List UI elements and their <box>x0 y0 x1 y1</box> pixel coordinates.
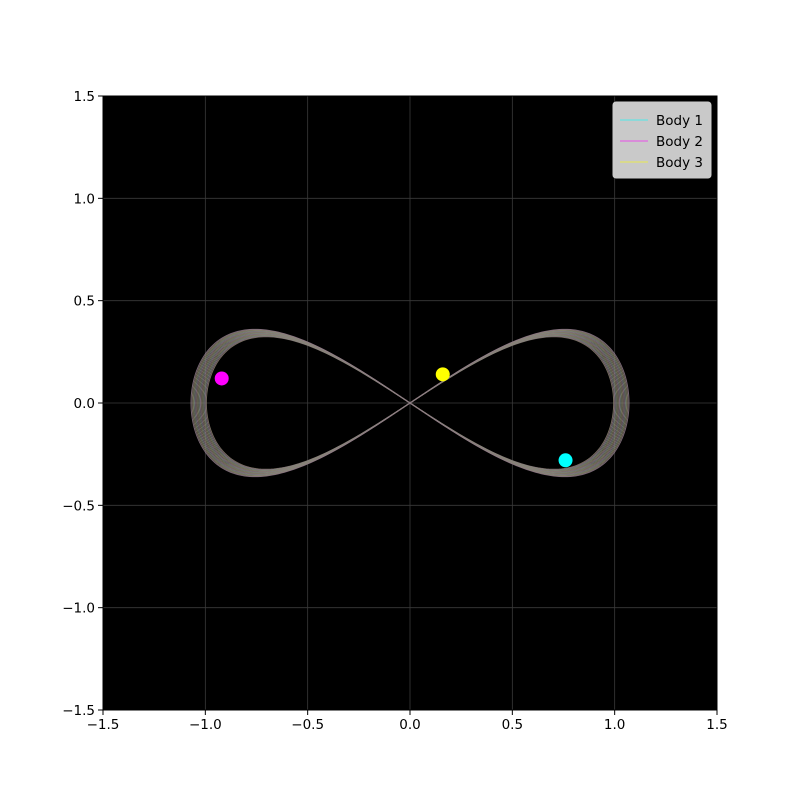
legend: Body 1 Body 2 Body 3 <box>612 101 712 179</box>
legend-label: Body 2 <box>656 134 703 150</box>
x-tick-label: −0.5 <box>291 717 324 733</box>
legend-box <box>612 101 712 179</box>
y-tick-label: −0.5 <box>62 498 95 514</box>
x-tick-label: 1.0 <box>604 717 625 733</box>
x-axis-ticks: −1.5 −1.0 −0.5 0.0 0.5 1.0 1.5 <box>87 710 728 733</box>
x-tick-label: −1.0 <box>189 717 222 733</box>
y-tick-label: 1.5 <box>74 89 95 105</box>
body-markers <box>214 367 573 468</box>
x-tick-label: 0.0 <box>399 717 420 733</box>
trajectory-trails <box>190 328 630 478</box>
x-tick-label: −1.5 <box>87 717 120 733</box>
y-tick-label: 0.5 <box>74 294 95 310</box>
y-tick-label: −1.0 <box>62 601 95 617</box>
x-tick-label: 0.5 <box>502 717 523 733</box>
y-tick-label: 0.0 <box>74 396 95 412</box>
legend-label: Body 1 <box>656 113 703 129</box>
body-2-marker <box>214 371 229 386</box>
x-tick-label: 1.5 <box>706 717 727 733</box>
y-axis-ticks: −1.5 −1.0 −0.5 0.0 0.5 1.0 1.5 <box>62 89 103 719</box>
body-1-marker <box>558 453 573 468</box>
trajectory-trail <box>190 328 630 478</box>
y-tick-label: −1.5 <box>62 703 95 719</box>
legend-label: Body 3 <box>656 155 703 171</box>
y-tick-label: 1.0 <box>74 191 95 207</box>
body-3-marker <box>435 367 450 382</box>
